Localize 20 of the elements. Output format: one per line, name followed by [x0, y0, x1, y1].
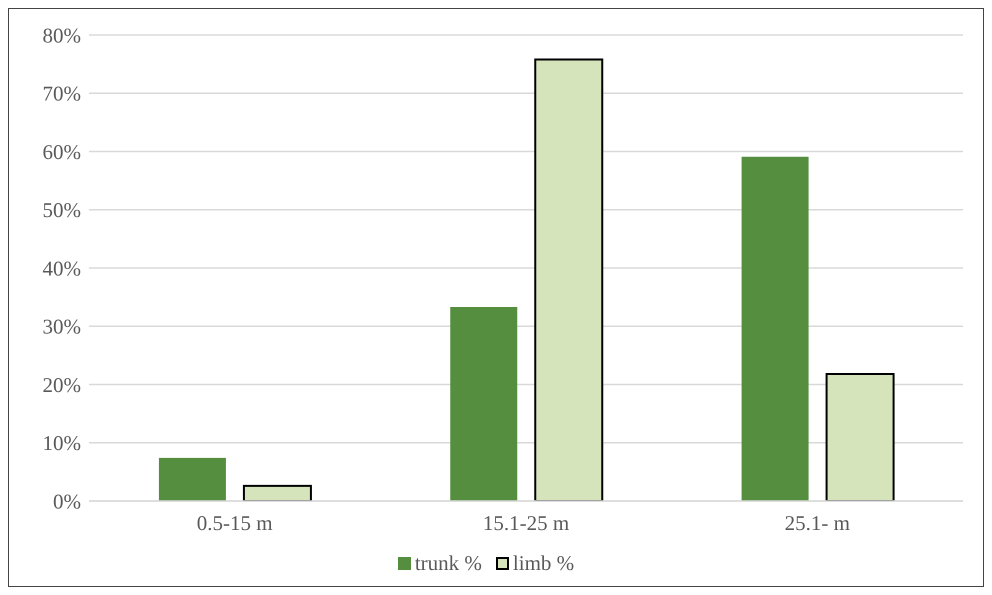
bar — [242, 484, 312, 501]
y-tick-label: 40% — [42, 256, 81, 280]
y-tick-label: 60% — [42, 140, 81, 164]
legend-label: limb % — [512, 551, 574, 576]
bar — [158, 458, 226, 501]
y-tick-label: 20% — [42, 372, 81, 397]
y-tick-label: 30% — [42, 314, 81, 339]
bar — [450, 307, 518, 501]
y-tick-label: 50% — [42, 198, 81, 222]
x-tick-label: 25.1- m — [784, 510, 850, 535]
bar — [826, 373, 895, 501]
x-tick-label: 15.1-25 m — [482, 510, 570, 535]
legend-label: trunk % — [414, 551, 482, 576]
bar — [742, 156, 809, 501]
y-tick-label: 70% — [42, 82, 81, 106]
y-tick-label: 80% — [42, 23, 81, 48]
y-tick-label: 10% — [42, 431, 81, 456]
y-tick-label: 0% — [53, 489, 81, 514]
x-tick-label: 0.5-15 m — [196, 510, 273, 535]
bar — [534, 58, 604, 501]
